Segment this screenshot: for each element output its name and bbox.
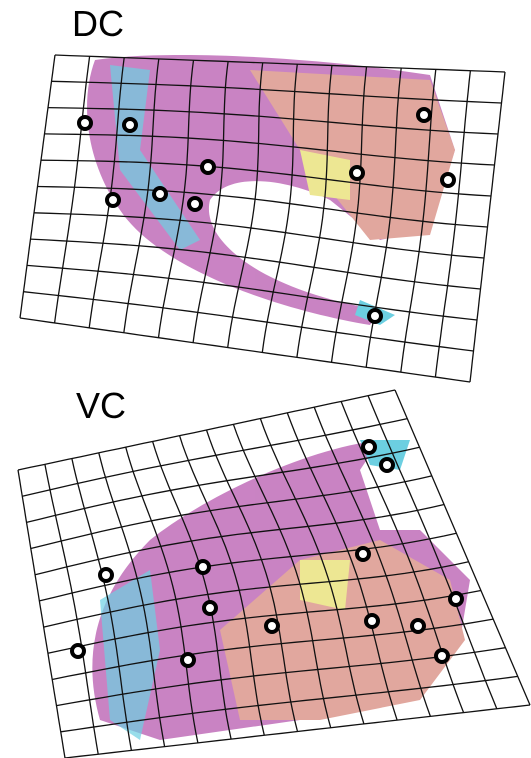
landmark bbox=[412, 620, 424, 632]
grid-line bbox=[20, 318, 470, 382]
panel-label: VC bbox=[76, 385, 126, 426]
landmark bbox=[197, 561, 209, 573]
landmark bbox=[182, 654, 194, 666]
grid-line bbox=[55, 56, 90, 323]
specimen-vc bbox=[92, 440, 470, 740]
landmark bbox=[363, 441, 375, 453]
landmark bbox=[204, 602, 216, 614]
landmark bbox=[351, 167, 363, 179]
grid-line bbox=[24, 292, 474, 351]
landmark bbox=[436, 650, 448, 662]
figure: DC VC bbox=[0, 0, 531, 758]
landmark bbox=[450, 593, 462, 605]
landmark bbox=[79, 117, 91, 129]
landmark bbox=[202, 161, 214, 173]
landmark bbox=[418, 109, 430, 121]
landmark bbox=[107, 194, 119, 206]
landmark bbox=[72, 645, 84, 657]
landmark bbox=[366, 615, 378, 627]
landmark bbox=[357, 548, 369, 560]
landmark bbox=[189, 198, 201, 210]
landmark bbox=[124, 119, 136, 131]
grid-line bbox=[18, 470, 65, 758]
landmark bbox=[100, 569, 112, 581]
landmark bbox=[154, 188, 166, 200]
landmark bbox=[381, 459, 393, 471]
landmark bbox=[369, 310, 381, 322]
panel-label: DC bbox=[72, 3, 124, 44]
landmark bbox=[442, 174, 454, 186]
landmark bbox=[266, 620, 278, 632]
